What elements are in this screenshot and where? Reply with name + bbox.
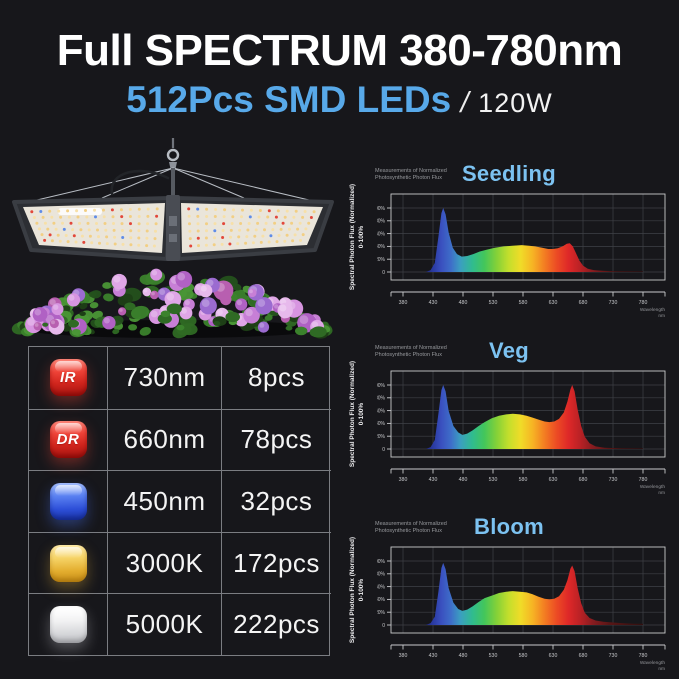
svg-text:430: 430: [429, 477, 438, 483]
flower-bed: [11, 268, 333, 339]
svg-text:680: 680: [579, 477, 588, 483]
svg-text:20%: 20%: [377, 610, 386, 616]
chart-seedling: Measurements of Normalized Photosyntheti…: [345, 156, 677, 328]
chart-note: Measurements of Normalized Photosyntheti…: [375, 345, 447, 359]
svg-text:nm: nm: [658, 491, 665, 496]
svg-text:580: 580: [519, 477, 528, 483]
svg-text:430: 430: [429, 300, 438, 306]
svg-text:580: 580: [519, 300, 528, 306]
svg-text:20%: 20%: [377, 257, 386, 263]
led-wavelength: 730nm: [107, 347, 221, 409]
svg-text:730: 730: [609, 477, 618, 483]
svg-text:100%: 100%: [377, 206, 386, 212]
svg-text:530: 530: [489, 300, 498, 306]
led-count: 8pcs: [221, 347, 331, 409]
chart-veg: Measurements of Normalized Photosyntheti…: [345, 333, 677, 505]
y-axis-label: Spectral Photon Flux (Normalized) 0-100%: [349, 536, 366, 644]
led-count: 78pcs: [221, 408, 331, 471]
table-cell-chip: [29, 531, 107, 594]
led-count: 222pcs: [221, 593, 331, 655]
chart-title: Bloom: [474, 514, 544, 539]
led-count-text: 512Pcs SMD LEDs: [126, 79, 452, 120]
svg-text:80%: 80%: [377, 572, 386, 578]
led-count: 172pcs: [221, 531, 331, 594]
chart-title: Veg: [488, 338, 530, 363]
svg-text:40%: 40%: [377, 597, 386, 603]
svg-text:730: 730: [609, 653, 618, 659]
svg-text:580: 580: [519, 653, 528, 659]
hanging-cables: [19, 138, 327, 205]
svg-text:630: 630: [549, 300, 558, 306]
svg-text:530: 530: [489, 653, 498, 659]
svg-text:Wavelength: Wavelength: [640, 660, 665, 666]
svg-text:80%: 80%: [377, 396, 386, 402]
svg-text:0: 0: [382, 270, 385, 276]
blue-led-chip-icon: [49, 482, 87, 520]
y-axis-label: Spectral Photon Flux (Normalized) 0-100%: [349, 360, 366, 468]
spectrum-plot: 0 20% 40% 60% 80% 100% 380 430 480 530 580 630 680 73…: [377, 546, 666, 672]
svg-text:480: 480: [459, 300, 468, 306]
svg-text:0: 0: [382, 623, 385, 629]
svg-text:nm: nm: [658, 667, 665, 672]
led-count: 32pcs: [221, 470, 331, 532]
svg-text:100%: 100%: [377, 383, 386, 389]
warm-white-led-chip-icon: [49, 544, 87, 582]
svg-text:630: 630: [549, 653, 558, 659]
svg-text:40%: 40%: [377, 421, 386, 427]
y-axis-label: Spectral Photon Flux (Normalized) 0-100%: [349, 183, 366, 291]
svg-text:nm: nm: [658, 314, 665, 319]
led-panels: [12, 195, 334, 261]
svg-text:0: 0: [382, 447, 385, 453]
svg-text:480: 480: [459, 477, 468, 483]
svg-text:680: 680: [579, 653, 588, 659]
led-wavelength: 660nm: [107, 408, 221, 471]
svg-text:380: 380: [399, 653, 408, 659]
svg-text:480: 480: [459, 653, 468, 659]
svg-text:780: 780: [639, 653, 648, 659]
svg-text:Wavelength: Wavelength: [640, 307, 665, 313]
svg-text:780: 780: [639, 477, 648, 483]
wattage-text: 120W: [478, 88, 553, 118]
svg-text:630: 630: [549, 477, 558, 483]
led-spec-table: IR 730nm 8pcs DR 660nm 78pcs 450nm 32pcs…: [28, 346, 331, 656]
table-cell-chip: [29, 470, 107, 532]
subtitle: 512Pcs SMD LEDs / 120W: [0, 79, 679, 121]
spectrum-plot: 0 20% 40% 60% 80% 100% 380 430 480 530 580 630 680 73…: [377, 193, 666, 319]
chart-note: Measurements of Normalized Photosyntheti…: [375, 521, 447, 535]
svg-text:80%: 80%: [377, 219, 386, 225]
led-wavelength: 450nm: [107, 470, 221, 532]
svg-text:100%: 100%: [377, 559, 386, 565]
svg-text:40%: 40%: [377, 244, 386, 250]
table-cell-chip: DR: [29, 408, 107, 471]
svg-text:60%: 60%: [377, 584, 386, 590]
svg-text:680: 680: [579, 300, 588, 306]
svg-text:430: 430: [429, 653, 438, 659]
svg-text:380: 380: [399, 477, 408, 483]
grow-light-image: [11, 138, 334, 339]
page-title: Full SPECTRUM 380-780nm: [56, 26, 623, 75]
cool-white-led-chip-icon: [49, 606, 87, 644]
svg-text:730: 730: [609, 300, 618, 306]
svg-text:60%: 60%: [377, 408, 386, 414]
svg-text:780: 780: [639, 300, 648, 306]
subtitle-separator: /: [460, 87, 469, 119]
table-cell-chip: [29, 593, 107, 655]
chart-title: Seedling: [461, 161, 557, 186]
table-cell-chip: IR: [29, 347, 107, 409]
led-wavelength: 5000K: [107, 593, 221, 655]
chart-bloom: Measurements of Normalized Photosyntheti…: [345, 509, 677, 679]
svg-text:60%: 60%: [377, 231, 386, 237]
spectrum-plot: 0 20% 40% 60% 80% 100% 380 430 480 530 580 630 680 73…: [377, 370, 666, 496]
svg-text:20%: 20%: [377, 434, 386, 440]
svg-text:Wavelength: Wavelength: [640, 484, 665, 490]
svg-text:380: 380: [399, 300, 408, 306]
chart-note: Measurements of Normalized Photosyntheti…: [375, 168, 447, 182]
svg-text:530: 530: [489, 477, 498, 483]
dr-led-chip-icon: DR: [49, 421, 87, 459]
led-wavelength: 3000K: [107, 531, 221, 594]
ir-led-chip-icon: IR: [49, 359, 87, 397]
